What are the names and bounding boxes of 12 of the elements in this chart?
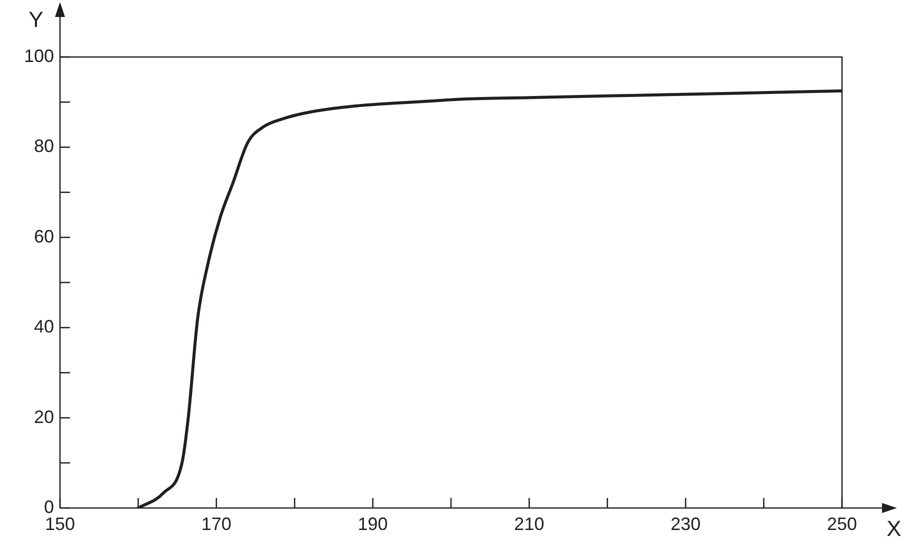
y-tick-label: 100 <box>24 46 54 66</box>
y-axis-title: Y <box>28 7 44 32</box>
x-tick-label: 230 <box>670 514 701 534</box>
y-tick-label: 80 <box>34 136 54 156</box>
y-tick-label: 60 <box>34 226 54 246</box>
x-axis-title: X <box>886 516 902 542</box>
x-tick-label: 210 <box>514 514 544 534</box>
x-tick-label: 190 <box>358 514 388 534</box>
y-tick-label: 20 <box>34 406 54 427</box>
x-tick-label: 170 <box>201 514 232 534</box>
y-tick-label: 40 <box>34 316 54 337</box>
x-tick-label: 250 <box>826 514 858 534</box>
